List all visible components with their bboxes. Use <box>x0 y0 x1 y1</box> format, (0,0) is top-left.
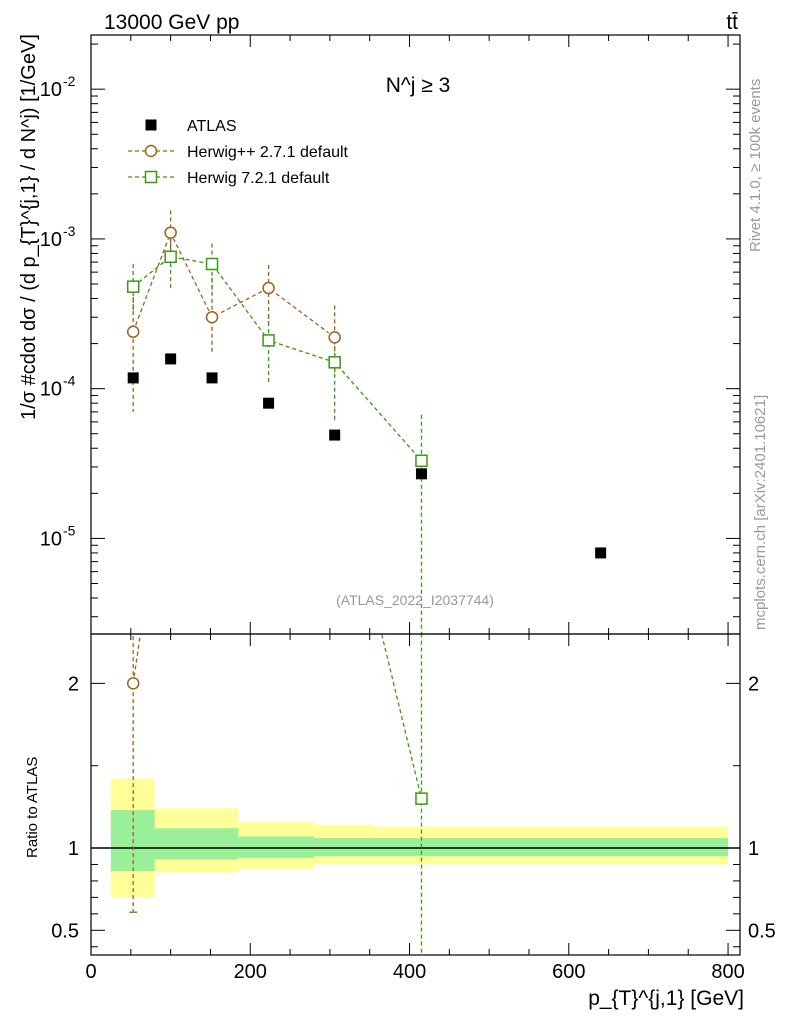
legend: ATLAS Herwig++ 2.7.1 default Herwig 7.2.1 … <box>128 118 349 187</box>
herwig7-point <box>126 280 140 293</box>
y-tick-label-exponent: -4 <box>63 373 76 389</box>
ratio-y-tick-label-right: 2 <box>748 673 759 695</box>
panel-title: N^j ≥ 3 <box>386 74 451 97</box>
herwig7-point <box>262 334 275 347</box>
legend-entry: Herwig++ 2.7.1 default <box>187 144 349 161</box>
x-axis-title: p_{T}^{j,1} [GeV] <box>588 987 744 1010</box>
herwigpp-marker-bg <box>164 226 177 239</box>
ratio-y-tick-label-right: 1 <box>748 838 759 860</box>
ratio-y-axis-title: Ratio to ATLAS <box>24 757 41 858</box>
herwig7-point <box>415 454 428 468</box>
legend-marker-bg <box>145 171 157 183</box>
herwigpp-point <box>164 226 177 239</box>
herwig7-marker-bg <box>262 334 275 347</box>
x-tick-label: 400 <box>393 961 426 983</box>
header-right: tt̄ <box>726 11 738 34</box>
atlas-point <box>263 397 275 409</box>
herwigpp-point <box>328 331 341 344</box>
ratio-y-tick-label-right: 0.5 <box>748 920 776 942</box>
x-tick-label: 0 <box>85 961 96 983</box>
y-tick-label-exponent: -2 <box>63 73 76 89</box>
atlas-point <box>165 353 177 365</box>
ratio-frame <box>90 633 741 956</box>
herwigpp-ratio-marker-bg <box>127 677 140 690</box>
mcplots-label: mcplots.cern.ch [arXiv:2401.10621] <box>752 395 769 630</box>
x-tick-label: 600 <box>552 961 585 983</box>
header-left: 13000 GeV pp <box>104 11 239 34</box>
ratio-y-tick-label: 2 <box>68 673 79 695</box>
main-y-axis-title: 1/σ #cdot dσ / (d p_{T}^{j,1} / d N^j) [… <box>18 34 40 420</box>
herwig7-marker-bg <box>328 356 341 369</box>
band-inner <box>238 836 314 858</box>
legend-marker <box>144 144 158 158</box>
herwig7-point <box>205 257 219 271</box>
herwigpp-marker-bg <box>206 311 219 324</box>
herwigpp-marker-bg <box>328 331 341 344</box>
y-tick-label: 10 <box>40 379 62 401</box>
herwigpp-point <box>205 310 219 324</box>
legend-entry: ATLAS <box>187 118 237 135</box>
atlas-point <box>206 372 218 384</box>
y-tick-label-exponent: -3 <box>63 223 76 239</box>
x-tick-label: 800 <box>711 961 744 983</box>
herwig7-ratio-point <box>415 792 428 805</box>
legend-entry: Herwig 7.2.1 default <box>187 170 330 187</box>
herwigpp-point <box>262 281 275 295</box>
atlas-point <box>595 547 607 559</box>
herwig7-ratio-line <box>380 634 423 799</box>
herwig7-marker-bg <box>164 250 177 263</box>
y-tick-label: 10 <box>40 79 62 101</box>
band-inner <box>373 838 729 857</box>
herwigpp-ratio-point <box>126 677 140 690</box>
atlas-point <box>127 372 139 384</box>
y-tick-label-exponent: -5 <box>63 522 76 538</box>
herwigpp-line <box>132 231 336 338</box>
y-tick-label: 10 <box>40 528 62 550</box>
herwig7-marker-bg <box>127 280 140 293</box>
herwig7-point <box>328 356 341 369</box>
y-tick-label: 10 <box>40 229 62 251</box>
herwig7-marker-bg <box>415 454 428 467</box>
herwigpp-marker-bg <box>127 325 140 338</box>
rivet-label: Rivet 4.1.0, ≥ 100k events <box>747 79 764 252</box>
main-panel: 10-510-410-310-2 (ATLAS_2022_I2037744) N… <box>40 34 741 635</box>
legend-marker <box>144 170 158 184</box>
herwig7-line <box>132 256 422 462</box>
band-inner <box>313 838 374 857</box>
band-inner <box>154 828 239 860</box>
ratio-y-tick-label: 0.5 <box>51 920 79 942</box>
atlas-point <box>329 429 341 441</box>
herwigpp-ratio-line <box>132 634 142 684</box>
herwig7-point <box>164 250 177 264</box>
herwig7-ratio-marker-bg <box>415 792 428 805</box>
herwigpp-marker-bg <box>262 282 275 295</box>
legend-marker-bg <box>145 145 157 157</box>
legend-marker <box>145 119 157 131</box>
x-tick-label: 200 <box>234 961 267 983</box>
atlas-point <box>415 468 427 480</box>
analysis-watermark: (ATLAS_2022_I2037744) <box>336 592 494 608</box>
herwig7-marker-bg <box>206 258 219 271</box>
ratio-y-tick-label: 1 <box>68 838 79 860</box>
herwigpp-point <box>126 325 140 338</box>
